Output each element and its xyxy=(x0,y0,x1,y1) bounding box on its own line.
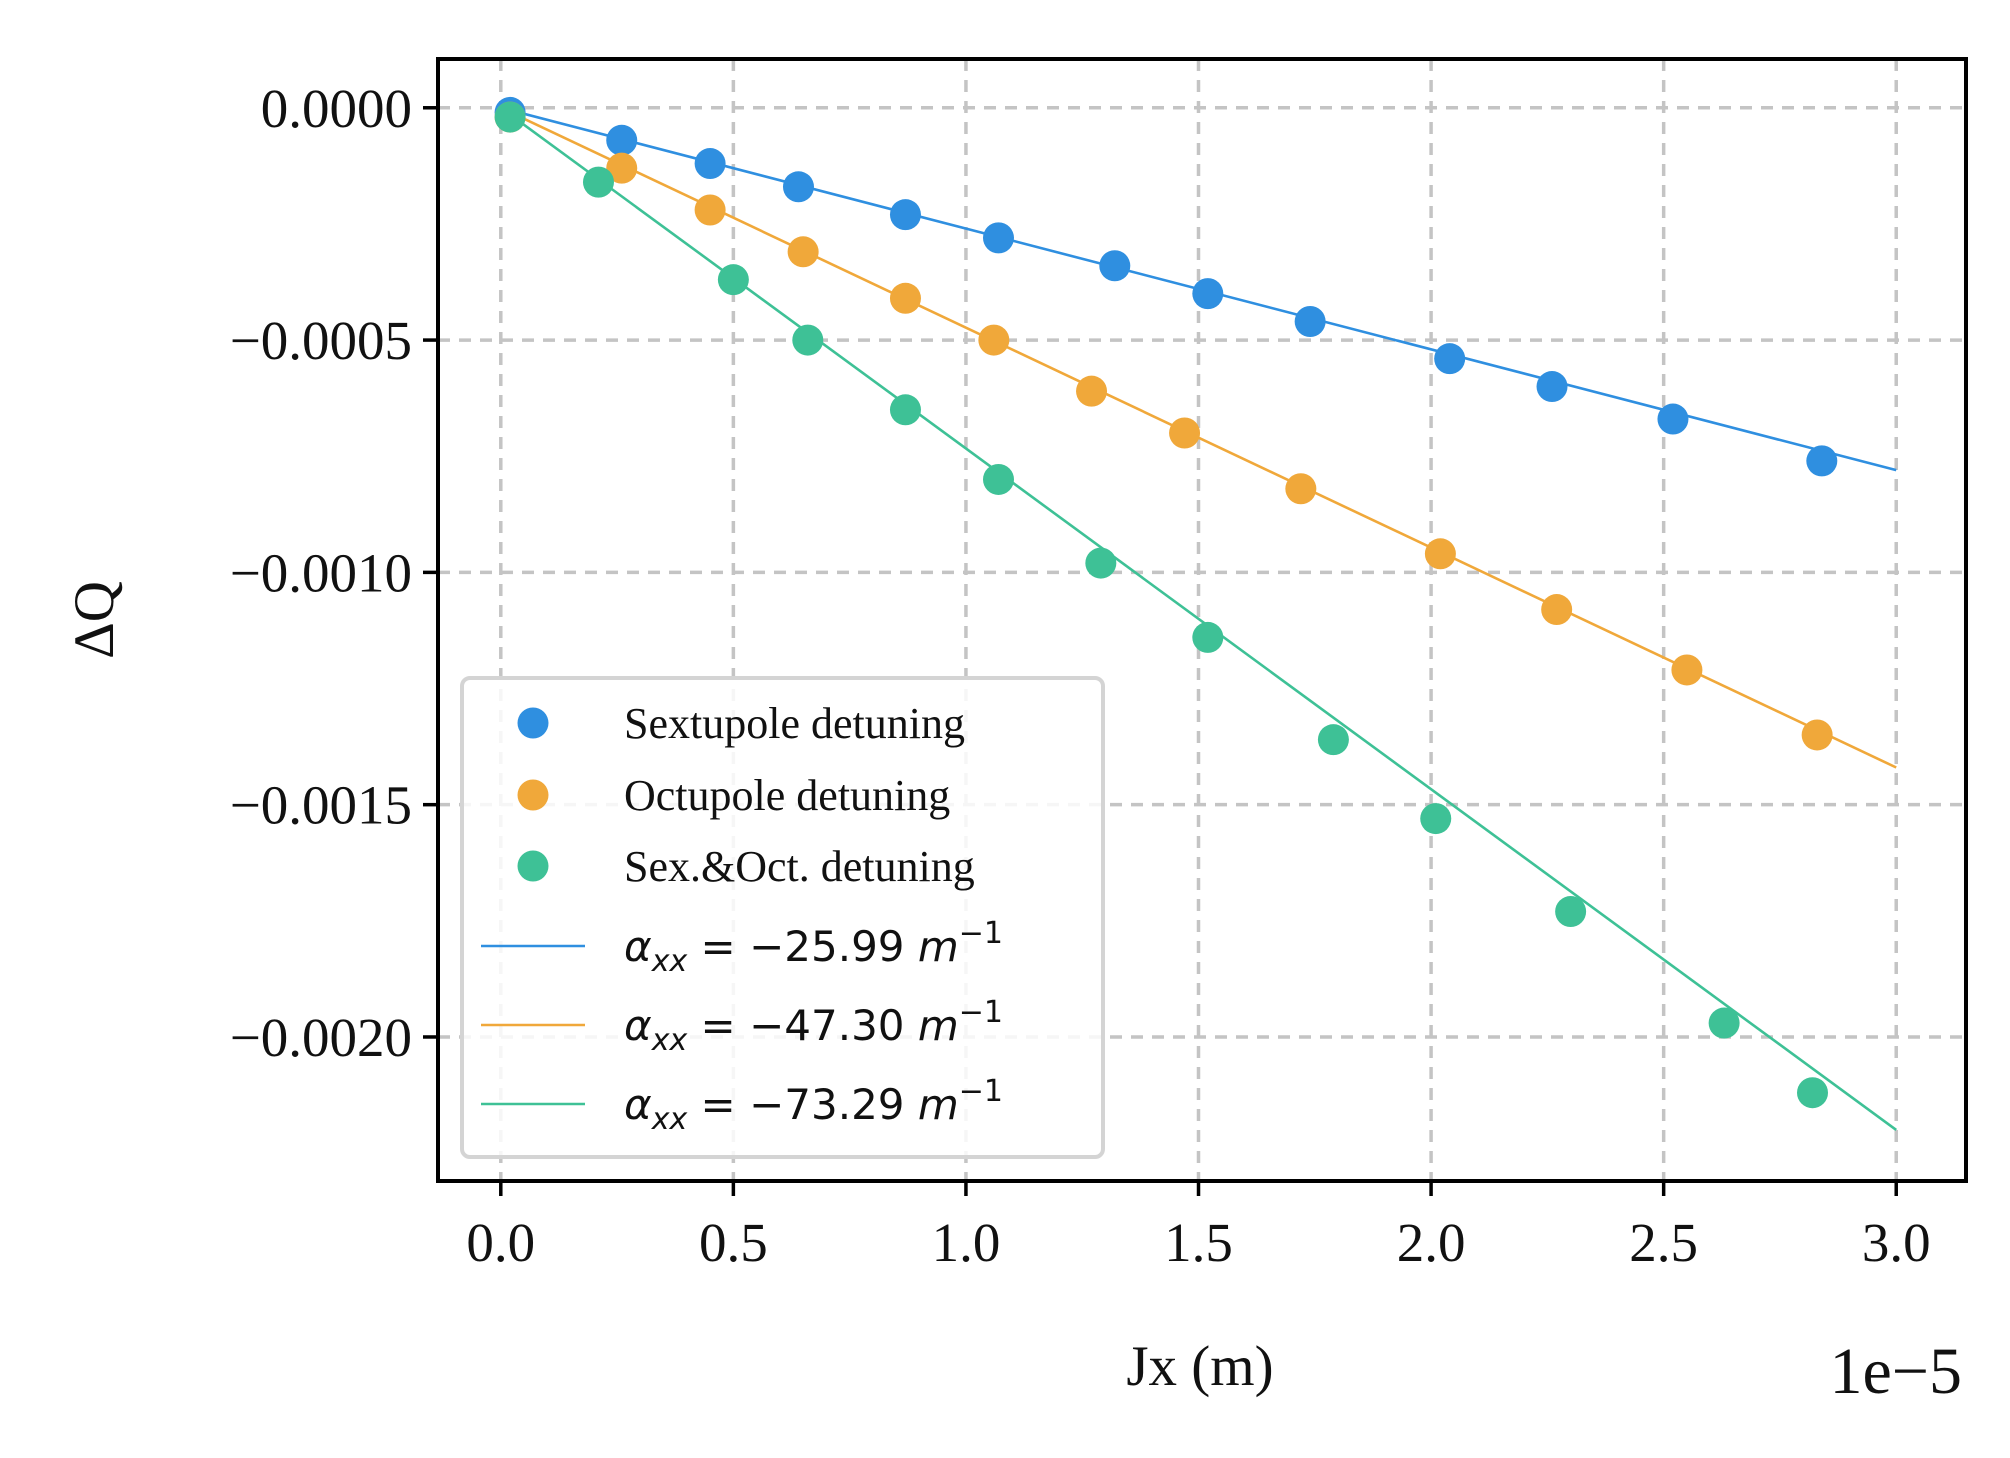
data-point xyxy=(1541,594,1573,626)
data-point xyxy=(1294,305,1326,337)
x-axis-label: Jx (m) xyxy=(1126,1335,1273,1398)
data-point xyxy=(1671,654,1703,686)
axis-ticks: 0.0 0.5 1.0 1.5 2.0 2.5 3.0 0.0000 −0.0005 −0.001… xyxy=(230,78,1931,1273)
data-point xyxy=(782,171,814,203)
y-axis-label: ΔQ xyxy=(63,581,126,659)
data-point xyxy=(1169,417,1201,449)
x-tick-label: 3.0 xyxy=(1862,1212,1931,1273)
data-point xyxy=(1192,278,1224,310)
y-tick-label: −0.0005 xyxy=(230,310,412,371)
data-point xyxy=(1192,621,1224,653)
data-point xyxy=(978,324,1010,356)
data-point xyxy=(889,199,921,231)
data-point xyxy=(1420,803,1452,835)
data-point xyxy=(1424,538,1456,570)
data-point xyxy=(1085,547,1117,579)
data-point xyxy=(1657,403,1689,435)
data-point xyxy=(1317,724,1349,756)
data-point xyxy=(694,148,726,180)
legend-marker xyxy=(517,779,549,811)
data-point xyxy=(982,222,1014,254)
data-point xyxy=(582,166,614,198)
legend-label: Sextupole detuning xyxy=(624,699,965,748)
x-tick-label: 2.5 xyxy=(1629,1212,1698,1273)
data-point xyxy=(889,282,921,314)
data-point xyxy=(717,264,749,296)
y-tick-label: 0.0000 xyxy=(261,78,412,139)
data-points xyxy=(494,96,1838,1109)
legend: Sextupole detuning Octupole detuning Sex.&… xyxy=(460,676,1105,1159)
legend-marker xyxy=(517,707,549,739)
data-point xyxy=(889,394,921,426)
x-axis-offset-label: 1e−5 xyxy=(1829,1335,1962,1408)
legend-label: Octupole detuning xyxy=(624,771,950,820)
data-point xyxy=(1797,1077,1829,1109)
data-point xyxy=(1536,371,1568,403)
data-point xyxy=(494,101,526,133)
legend-box xyxy=(460,676,1105,1159)
data-point xyxy=(1099,250,1131,282)
data-point xyxy=(1801,719,1833,751)
data-point xyxy=(606,124,638,156)
x-tick-label: 1.0 xyxy=(932,1212,1001,1273)
legend-label: αxx = −47.30 m−1 xyxy=(624,995,1003,1058)
data-point xyxy=(787,236,819,268)
legend-label: αxx = −25.99 m−1 xyxy=(624,916,1003,979)
data-point xyxy=(606,152,638,184)
data-point xyxy=(792,324,824,356)
plot-frame xyxy=(436,57,1968,1183)
data-point xyxy=(1806,445,1838,477)
y-tick-label: −0.0010 xyxy=(230,542,412,603)
y-tick-label: −0.0015 xyxy=(230,775,412,836)
data-point xyxy=(1555,896,1587,928)
data-point xyxy=(1434,343,1466,375)
legend-label: αxx = −73.29 m−1 xyxy=(624,1074,1003,1137)
data-point xyxy=(982,463,1014,495)
data-point xyxy=(1708,1007,1740,1039)
legend-label: Sex.&Oct. detuning xyxy=(624,842,975,891)
x-tick-label: 1.5 xyxy=(1164,1212,1233,1273)
x-tick-label: 0.5 xyxy=(699,1212,768,1273)
data-point xyxy=(1076,375,1108,407)
x-tick-label: 0.0 xyxy=(466,1212,535,1273)
data-point xyxy=(694,194,726,226)
data-point xyxy=(1285,473,1317,505)
legend-marker xyxy=(517,850,549,882)
y-tick-label: −0.0020 xyxy=(230,1007,412,1068)
x-tick-label: 2.0 xyxy=(1397,1212,1466,1273)
